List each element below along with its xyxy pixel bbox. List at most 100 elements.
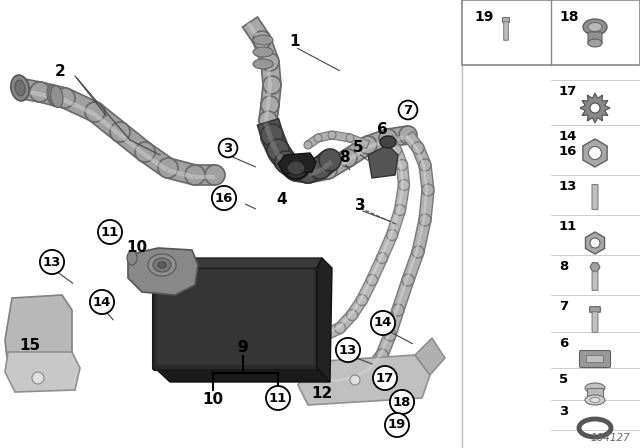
- Polygon shape: [390, 209, 400, 235]
- Polygon shape: [397, 185, 404, 210]
- Text: 3: 3: [355, 198, 365, 212]
- Polygon shape: [291, 168, 308, 178]
- Circle shape: [399, 126, 417, 144]
- Polygon shape: [583, 139, 607, 167]
- FancyBboxPatch shape: [462, 0, 640, 65]
- Polygon shape: [412, 146, 431, 167]
- FancyBboxPatch shape: [586, 356, 604, 362]
- Polygon shape: [308, 170, 329, 178]
- Circle shape: [135, 142, 155, 162]
- Text: 2: 2: [54, 65, 65, 79]
- Circle shape: [359, 136, 377, 154]
- Text: 10: 10: [127, 241, 148, 255]
- Circle shape: [85, 102, 105, 122]
- Polygon shape: [5, 295, 72, 368]
- Circle shape: [261, 129, 279, 147]
- Circle shape: [32, 372, 44, 384]
- Polygon shape: [586, 232, 605, 254]
- Polygon shape: [395, 184, 410, 211]
- Text: 19: 19: [388, 418, 406, 431]
- Polygon shape: [320, 160, 333, 172]
- Ellipse shape: [287, 161, 305, 175]
- Circle shape: [297, 161, 319, 183]
- Circle shape: [269, 146, 287, 164]
- Polygon shape: [295, 170, 308, 177]
- Text: 18: 18: [393, 396, 411, 409]
- Polygon shape: [308, 332, 325, 338]
- Ellipse shape: [583, 19, 607, 35]
- Polygon shape: [272, 148, 298, 175]
- Circle shape: [287, 332, 298, 344]
- Polygon shape: [422, 165, 428, 190]
- Circle shape: [350, 375, 360, 385]
- FancyBboxPatch shape: [502, 17, 509, 22]
- Polygon shape: [277, 330, 293, 343]
- Circle shape: [261, 53, 279, 71]
- Ellipse shape: [585, 383, 605, 393]
- Polygon shape: [590, 263, 600, 271]
- FancyBboxPatch shape: [588, 32, 602, 44]
- Ellipse shape: [15, 80, 25, 96]
- Circle shape: [376, 349, 388, 361]
- Text: 3: 3: [559, 405, 568, 418]
- Polygon shape: [422, 190, 428, 220]
- Text: 3: 3: [223, 142, 232, 155]
- Polygon shape: [412, 219, 431, 253]
- Polygon shape: [259, 119, 279, 139]
- Ellipse shape: [11, 75, 29, 101]
- Polygon shape: [128, 248, 198, 295]
- Circle shape: [261, 124, 283, 146]
- Text: 5: 5: [353, 141, 364, 155]
- Circle shape: [259, 111, 277, 129]
- Polygon shape: [89, 104, 126, 140]
- Polygon shape: [266, 85, 272, 105]
- Circle shape: [412, 142, 424, 154]
- Polygon shape: [5, 352, 80, 392]
- Polygon shape: [275, 155, 292, 171]
- Polygon shape: [274, 150, 286, 165]
- Polygon shape: [305, 158, 323, 182]
- Circle shape: [319, 149, 341, 171]
- Polygon shape: [336, 311, 356, 332]
- Text: 1: 1: [290, 34, 300, 49]
- Polygon shape: [257, 119, 282, 138]
- Polygon shape: [143, 152, 168, 172]
- Ellipse shape: [590, 397, 600, 402]
- Polygon shape: [268, 135, 278, 152]
- Polygon shape: [357, 278, 377, 302]
- Polygon shape: [394, 150, 402, 166]
- Polygon shape: [349, 134, 369, 149]
- Polygon shape: [580, 93, 610, 123]
- Text: 13: 13: [339, 344, 357, 357]
- Polygon shape: [155, 258, 322, 268]
- Ellipse shape: [253, 59, 273, 69]
- Ellipse shape: [585, 395, 605, 405]
- Text: 6: 6: [376, 122, 387, 138]
- Text: 10: 10: [202, 392, 223, 408]
- Polygon shape: [307, 330, 326, 344]
- Circle shape: [335, 323, 346, 333]
- Circle shape: [185, 165, 205, 185]
- Polygon shape: [384, 308, 404, 337]
- Text: 5: 5: [559, 373, 568, 386]
- Polygon shape: [63, 98, 95, 116]
- Circle shape: [399, 180, 410, 190]
- Polygon shape: [387, 126, 410, 147]
- Polygon shape: [262, 131, 288, 154]
- Text: 9: 9: [237, 340, 248, 356]
- Polygon shape: [264, 120, 270, 138]
- Polygon shape: [278, 332, 292, 338]
- Text: 16: 16: [215, 191, 233, 204]
- FancyBboxPatch shape: [592, 312, 598, 332]
- Polygon shape: [403, 250, 424, 282]
- Polygon shape: [419, 190, 434, 220]
- Circle shape: [263, 76, 281, 94]
- Ellipse shape: [51, 86, 63, 108]
- Polygon shape: [306, 161, 330, 183]
- Text: 19: 19: [474, 10, 493, 24]
- Text: 12: 12: [312, 385, 333, 401]
- Polygon shape: [368, 145, 398, 178]
- FancyBboxPatch shape: [504, 22, 508, 40]
- Polygon shape: [61, 89, 99, 121]
- Circle shape: [285, 159, 307, 181]
